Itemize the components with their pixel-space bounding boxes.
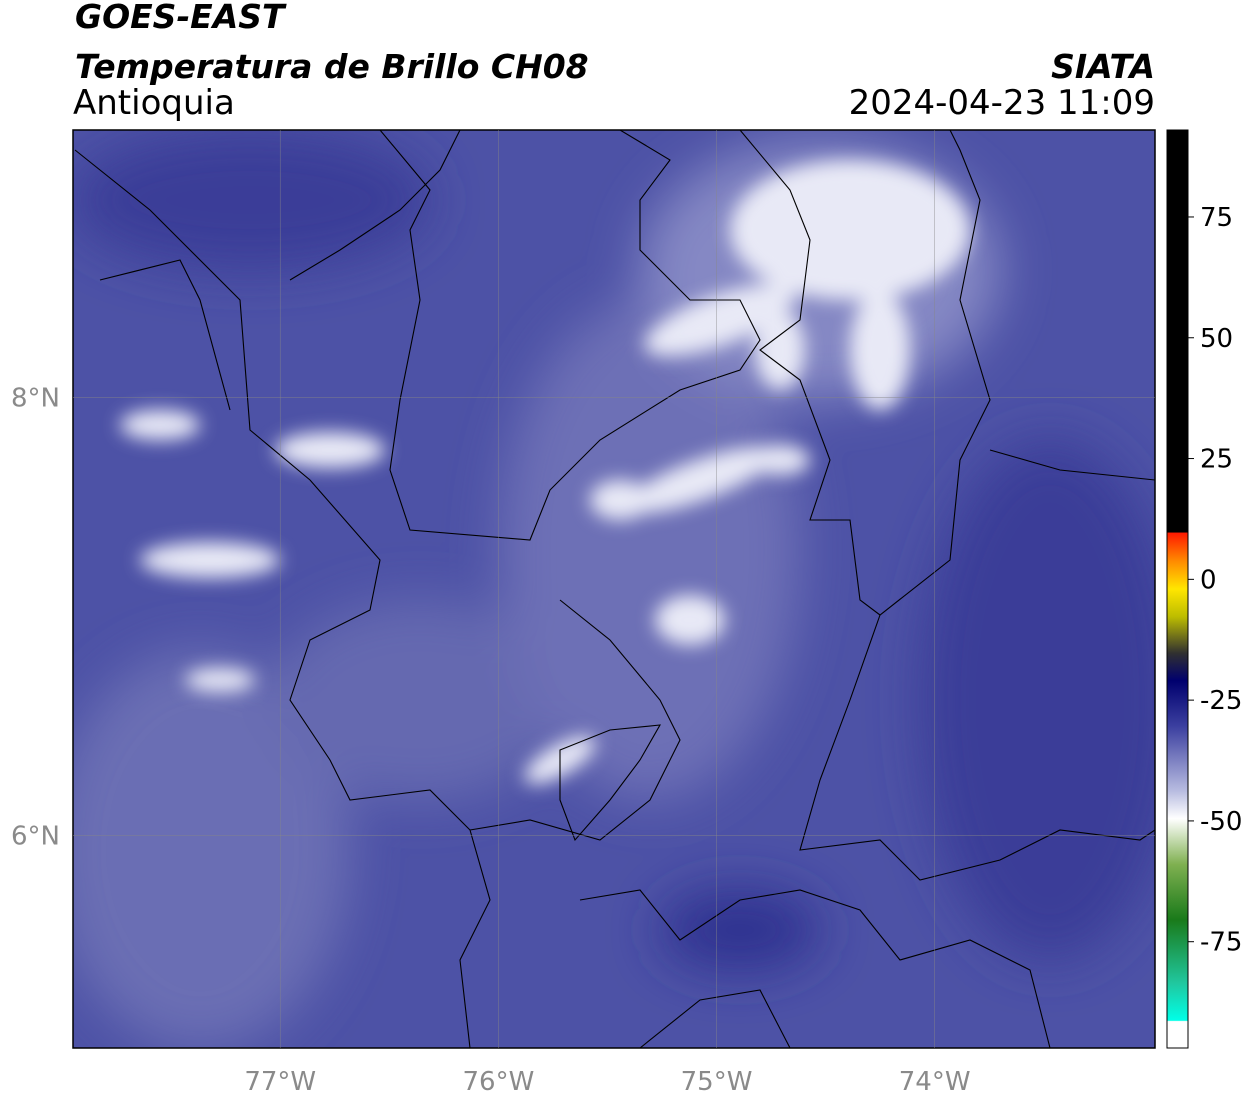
product: Temperatura de Brillo CH08 [75,47,589,86]
lon-tick-label: 75°W [681,1067,753,1097]
source: SIATA [1051,47,1155,86]
colorbar-tick-label: 50 [1200,324,1233,354]
colorbar-tick-label: -75 [1200,928,1242,958]
map-frame [72,129,1156,1049]
map-image [73,130,1155,1048]
lat-tick-label: 8°N [11,383,60,413]
lon-tick-label: 77°W [244,1067,316,1097]
timestamp: 2024-04-23 11:09 [849,83,1155,123]
lon-tick-label: 76°W [462,1067,534,1097]
agency: GOES-EAST [75,0,287,36]
colorbar-tick-label: -25 [1200,686,1242,716]
colorbar-tick-label: -50 [1200,807,1242,837]
colorbar-tick-label: 75 [1200,203,1233,233]
region: Antioquia [73,83,235,123]
colorbar [1166,129,1189,1049]
lon-tick-label: 74°W [899,1067,971,1097]
lat-tick-label: 6°N [11,821,60,851]
colorbar-tick-label: 25 [1200,445,1233,475]
colorbar-tick-label: 0 [1200,565,1217,595]
